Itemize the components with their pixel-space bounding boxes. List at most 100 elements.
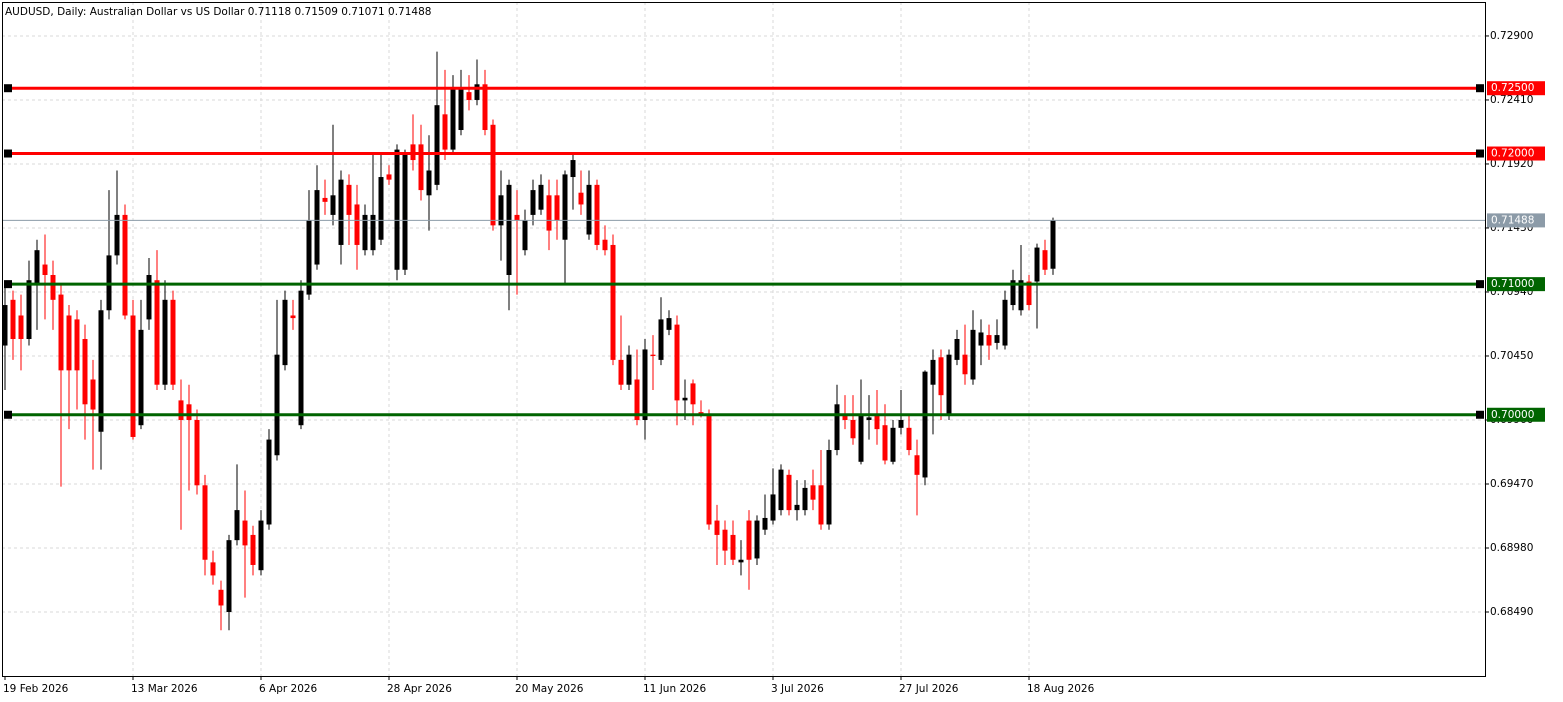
y-tick-label: 0.70450 [1490, 350, 1533, 362]
candle-body [42, 264, 48, 275]
candle-body [10, 299, 16, 339]
candle-body [82, 339, 88, 405]
candle-body [906, 427, 912, 451]
candle-body [514, 214, 520, 221]
candle-body [890, 427, 896, 462]
x-tick-label: 28 Apr 2026 [387, 683, 452, 695]
candle-body [770, 494, 776, 521]
candle-body [826, 450, 832, 525]
candle-body [130, 315, 136, 437]
candle-body [850, 419, 856, 439]
candle-body [1002, 299, 1008, 346]
candle-body [874, 414, 880, 430]
candle-body [18, 315, 24, 339]
candle-body [178, 400, 184, 420]
level-label: 0.72500 [1491, 82, 1534, 94]
candle-body [322, 197, 328, 202]
y-tick-label: 0.72900 [1490, 30, 1533, 42]
level-label-box [1487, 146, 1545, 161]
candle-body [754, 520, 760, 559]
candle-body [938, 357, 944, 396]
candle-body [386, 174, 392, 180]
y-tick-label: 0.71920 [1490, 158, 1533, 170]
candle-body [330, 195, 336, 215]
x-tick-label: 3 Jul 2026 [771, 683, 824, 695]
level-label: 0.72000 [1491, 148, 1534, 160]
candle-body [74, 319, 80, 371]
candle-body [466, 92, 472, 100]
candle-body [898, 419, 904, 428]
candle-body [266, 439, 272, 525]
candle-body [618, 359, 624, 385]
candle-body [234, 510, 240, 541]
candle-body [474, 84, 480, 100]
candle-body [394, 149, 400, 270]
last-price-label: 0.71488 [1491, 214, 1534, 226]
candle-body [186, 404, 192, 420]
candle-body [954, 339, 960, 360]
level-handle [1476, 149, 1484, 158]
candle-body [562, 174, 568, 240]
level-handle [4, 149, 12, 158]
chart-title: AUDUSD, Daily: Australian Dollar vs US D… [5, 6, 431, 18]
candle-body [450, 89, 456, 150]
level-label-box [1487, 81, 1545, 96]
x-tick-label: 20 May 2026 [515, 683, 584, 695]
x-tick-label: 6 Apr 2026 [259, 683, 318, 695]
candle-body [778, 469, 784, 511]
candle-body [98, 310, 104, 432]
level-handle [1476, 84, 1484, 93]
candle-body [362, 214, 368, 251]
candle-body [490, 124, 496, 226]
y-tick-label: 0.68980 [1490, 542, 1533, 554]
candle-body [546, 195, 552, 231]
candle-body [162, 299, 168, 385]
candle-body [402, 154, 408, 270]
level-label: 0.71000 [1491, 278, 1534, 290]
y-tick-label: 0.69470 [1490, 478, 1533, 490]
candle-body [370, 214, 376, 251]
candle-body [250, 534, 256, 565]
candle-body [154, 280, 160, 385]
candle-body [650, 354, 656, 356]
candle-body [858, 414, 864, 462]
candle-body [706, 416, 712, 525]
candle-body [242, 520, 248, 546]
candle-body [442, 114, 448, 150]
y-tick-label: 0.72410 [1490, 94, 1533, 106]
candle-body [1026, 281, 1032, 306]
candle-body [338, 179, 344, 245]
x-tick-label: 13 Mar 2026 [131, 683, 198, 695]
candle-body [626, 354, 632, 385]
candle-body [834, 404, 840, 451]
x-tick-label: 27 Jul 2026 [899, 683, 959, 695]
candle-body [762, 517, 768, 530]
candle-body [506, 184, 512, 275]
level-label-box [1487, 277, 1545, 292]
x-tick-label: 18 Aug 2026 [1027, 683, 1095, 695]
candle-body [26, 280, 32, 339]
candle-body [50, 274, 56, 300]
candle-body [290, 315, 296, 319]
x-tick-label: 11 Jun 2026 [643, 683, 706, 695]
candle-body [978, 332, 984, 346]
candle-body [58, 294, 64, 371]
candle-body [914, 455, 920, 475]
candle-body [722, 529, 728, 551]
candle-body [698, 412, 704, 414]
level-handle [4, 410, 12, 419]
candle-body [122, 214, 128, 316]
candle-body [378, 177, 384, 240]
last-price-box [1487, 213, 1545, 228]
candle-body [146, 274, 152, 320]
candle-body [986, 335, 992, 346]
candle-body [418, 144, 424, 191]
candle-body [530, 190, 536, 215]
candle-body [354, 204, 360, 245]
candle-body [346, 184, 352, 215]
candle-body [554, 195, 560, 221]
candle-body [1018, 280, 1024, 311]
candle-body [258, 520, 264, 571]
candle-body [202, 485, 208, 560]
candle-body [522, 220, 528, 251]
